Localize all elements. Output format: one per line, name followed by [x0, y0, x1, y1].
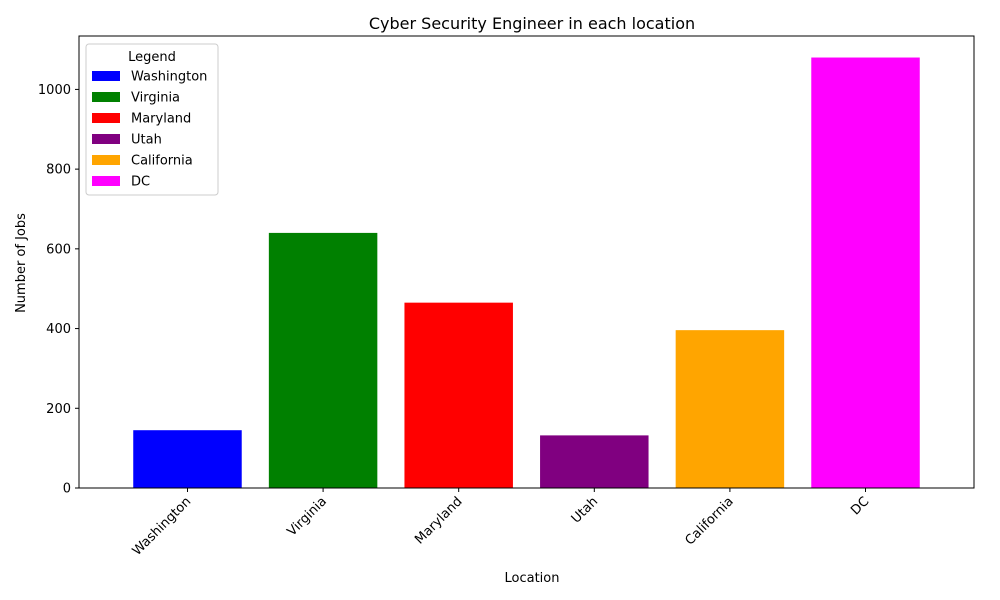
legend: Legend Washington Virginia Maryland Utah Cal…: [85, 43, 219, 196]
bar-washington: [133, 430, 242, 488]
legend-swatch-washington: [92, 71, 120, 81]
y-tick-label: 0: [63, 482, 71, 497]
legend-swatch-maryland: [92, 113, 120, 123]
bars-group: [133, 57, 920, 489]
bar-california: [675, 330, 785, 488]
legend-label-virginia: Virginia: [131, 91, 180, 106]
x-tick-label-washington: Washington: [130, 494, 195, 559]
legend-swatch-utah: [92, 134, 120, 144]
legend-label-utah: Utah: [131, 133, 162, 148]
bar-utah: [540, 435, 649, 488]
x-tick-label-dc: DC: [848, 494, 872, 518]
legend-swatch-california: [92, 155, 120, 165]
bar-virginia: [268, 232, 378, 488]
plot-area-frame: [78, 35, 975, 489]
y-tick-label: 1000: [38, 83, 71, 98]
legend-title: Legend: [128, 50, 176, 65]
x-tick-label-virginia: Virginia: [285, 494, 330, 539]
chart-title: Cyber Security Engineer in each location: [369, 14, 695, 33]
bar-dc: [811, 57, 920, 489]
legend-label-dc: DC: [131, 175, 150, 190]
y-tick-label: 800: [46, 163, 71, 178]
legend-swatch-dc: [92, 176, 120, 186]
legend-label-california: California: [131, 154, 193, 169]
legend-entries: Washington Virginia Maryland Utah California…: [92, 70, 207, 190]
bar-maryland: [404, 302, 513, 488]
y-axis-ticks: 0 200 400 600 800 1000: [38, 83, 79, 497]
x-axis-ticks: Washington Virginia Maryland Utah California…: [130, 488, 872, 559]
x-tick-label-utah: Utah: [569, 494, 601, 526]
y-tick-label: 200: [46, 402, 71, 417]
legend-label-maryland: Maryland: [131, 112, 191, 127]
x-axis-label: Location: [505, 571, 560, 586]
y-tick-label: 600: [46, 242, 71, 257]
y-tick-label: 400: [46, 322, 71, 337]
y-axis-label: Number of Jobs: [14, 213, 29, 313]
x-tick-label-maryland: Maryland: [412, 494, 465, 547]
x-tick-label-california: California: [682, 494, 736, 548]
legend-label-washington: Washington: [131, 70, 207, 85]
legend-swatch-virginia: [92, 92, 120, 102]
